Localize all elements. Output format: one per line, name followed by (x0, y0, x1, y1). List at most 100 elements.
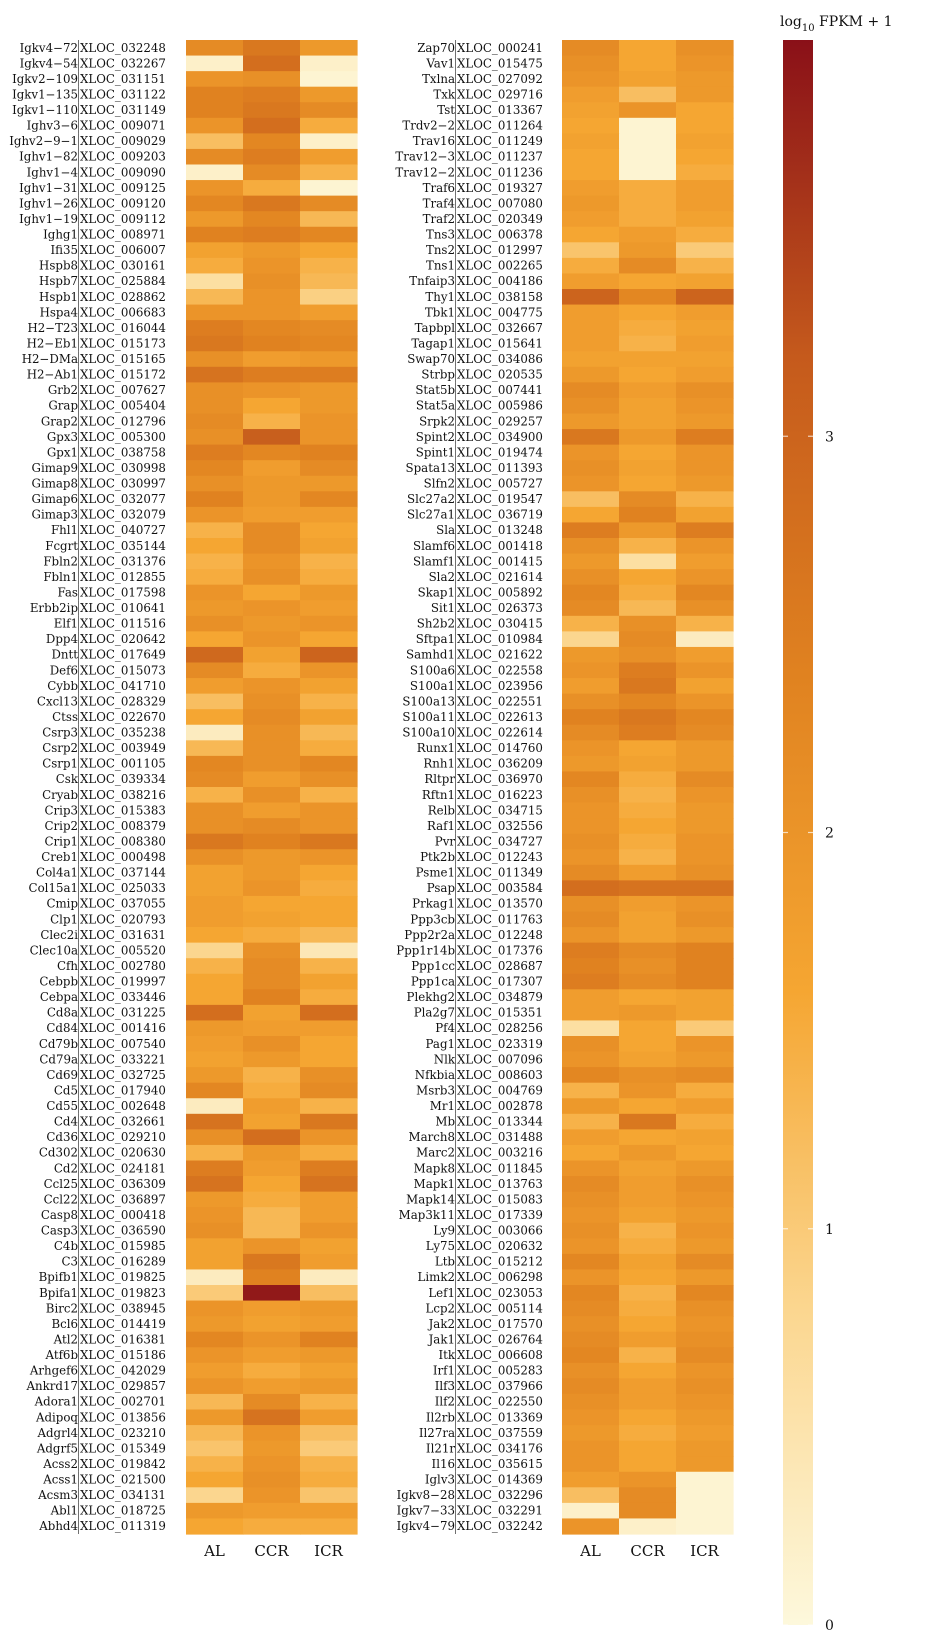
gene-label: Ppp1r14b (396, 943, 455, 957)
xloc-id-label: XLOC_001418 (457, 539, 543, 553)
gene-label: Srpk2 (419, 414, 455, 428)
xloc-id-label: XLOC_025033 (80, 881, 166, 895)
heatmap-cell (676, 195, 734, 212)
gene-label: Ltb (435, 1255, 455, 1269)
heatmap-cell (676, 1456, 734, 1473)
heatmap-cell (186, 180, 244, 197)
heatmap-cell (676, 133, 734, 150)
xloc-id-label: XLOC_000418 (80, 1208, 166, 1222)
xloc-id-label: XLOC_006608 (457, 1348, 543, 1362)
heatmap-cell (186, 569, 244, 586)
heatmap-cell (186, 880, 244, 897)
gene-label: Cd302 (39, 1146, 78, 1160)
xloc-id-label: XLOC_020349 (457, 212, 543, 226)
heatmap-cell (619, 522, 677, 539)
heatmap-cell (300, 662, 358, 679)
heatmap-cell (300, 771, 358, 788)
xloc-id-label: XLOC_015165 (80, 352, 166, 366)
heatmap-cell (186, 989, 244, 1006)
heatmap-cell (562, 413, 620, 430)
heatmap-cell (676, 600, 734, 617)
heatmap-cell (676, 678, 734, 695)
heatmap-cell (676, 864, 734, 881)
heatmap-cell (243, 615, 301, 632)
heatmap-cell (243, 1253, 301, 1271)
heatmap-cell (300, 724, 358, 741)
heatmap-cell (562, 522, 620, 539)
heatmap-cell (300, 1393, 358, 1411)
xloc-id-label: XLOC_011319 (80, 1519, 166, 1533)
xloc-id-label: XLOC_023053 (457, 1286, 543, 1300)
heatmap-cell (562, 584, 620, 601)
heatmap-cell (676, 755, 734, 773)
heatmap-cell (186, 1487, 244, 1504)
heatmap-cell (300, 802, 358, 819)
heatmap-cell (243, 257, 301, 275)
heatmap-cell (300, 1425, 358, 1442)
gene-label: Irf1 (433, 1364, 455, 1378)
xloc-id-label: XLOC_035144 (80, 539, 166, 553)
heatmap-cell (562, 1191, 620, 1208)
heatmap-cell (619, 506, 677, 524)
heatmap-cell (243, 1487, 301, 1504)
xloc-id-label: XLOC_041710 (80, 679, 166, 693)
heatmap-cell (619, 1082, 677, 1099)
xloc-id-label: XLOC_017339 (457, 1208, 543, 1222)
heatmap-cell (562, 366, 620, 383)
heatmap-cell (243, 133, 301, 150)
heatmap-cell (186, 1378, 244, 1395)
xloc-id-label: XLOC_019547 (457, 492, 543, 506)
heatmap-cell (619, 911, 677, 928)
heatmap-cell (676, 117, 734, 134)
colorbar-tick-label: 0 (825, 1618, 834, 1634)
heatmap-cell (619, 849, 677, 866)
heatmap-cell (186, 55, 244, 72)
heatmap-cell (619, 1004, 677, 1022)
xloc-id-label: XLOC_015383 (80, 803, 166, 817)
heatmap-cell (186, 397, 244, 415)
heatmap-cell (300, 382, 358, 399)
xloc-id-label: XLOC_040727 (80, 523, 166, 537)
gene-label: Casp3 (41, 1224, 78, 1238)
heatmap-cell (619, 86, 677, 103)
gene-label: Skap1 (418, 585, 455, 599)
heatmap-cell (186, 164, 244, 181)
gene-label: Atf6b (45, 1348, 78, 1362)
gene-label: Fas (58, 585, 78, 599)
gene-label: Acss2 (42, 1457, 78, 1471)
gene-label: Plekhg2 (407, 990, 456, 1004)
heatmap-cell (186, 724, 244, 741)
gene-label: Csk (56, 772, 79, 786)
heatmap-cell (562, 320, 620, 337)
xloc-id-label: XLOC_014369 (457, 1473, 543, 1487)
heatmap-cell (619, 1160, 677, 1177)
heatmap-cell (300, 1300, 358, 1317)
heatmap-cell (243, 1238, 301, 1255)
heatmap-cell (676, 1331, 734, 1348)
heatmap-cell (300, 289, 358, 306)
heatmap-cell (186, 584, 244, 601)
heatmap-cell (300, 1191, 358, 1208)
xloc-id-label: XLOC_032661 (80, 1115, 166, 1129)
gene-label: Cebpb (39, 975, 78, 989)
gene-label: Itk (438, 1348, 455, 1362)
heatmap-cell (300, 1347, 358, 1364)
heatmap-cell (243, 366, 301, 383)
heatmap-cell (300, 1144, 358, 1162)
heatmap-cell (676, 382, 734, 399)
column-label: CCR (630, 1542, 665, 1560)
gene-label: Cybb (47, 679, 78, 693)
heatmap-cell (562, 678, 620, 695)
heatmap-cell (300, 460, 358, 477)
xloc-id-label: XLOC_028329 (80, 694, 166, 708)
heatmap-cell (186, 304, 244, 321)
heatmap-cell (676, 397, 734, 415)
gene-label: Rftn1 (422, 788, 455, 802)
heatmap-cell (243, 1098, 301, 1115)
heatmap-cell (676, 693, 734, 710)
gene-label: Ighv3−6 (27, 119, 78, 133)
heatmap-cell (186, 631, 244, 648)
heatmap-cell (300, 429, 358, 446)
heatmap-cell (300, 1036, 358, 1053)
xloc-id-label: XLOC_011264 (457, 119, 543, 133)
